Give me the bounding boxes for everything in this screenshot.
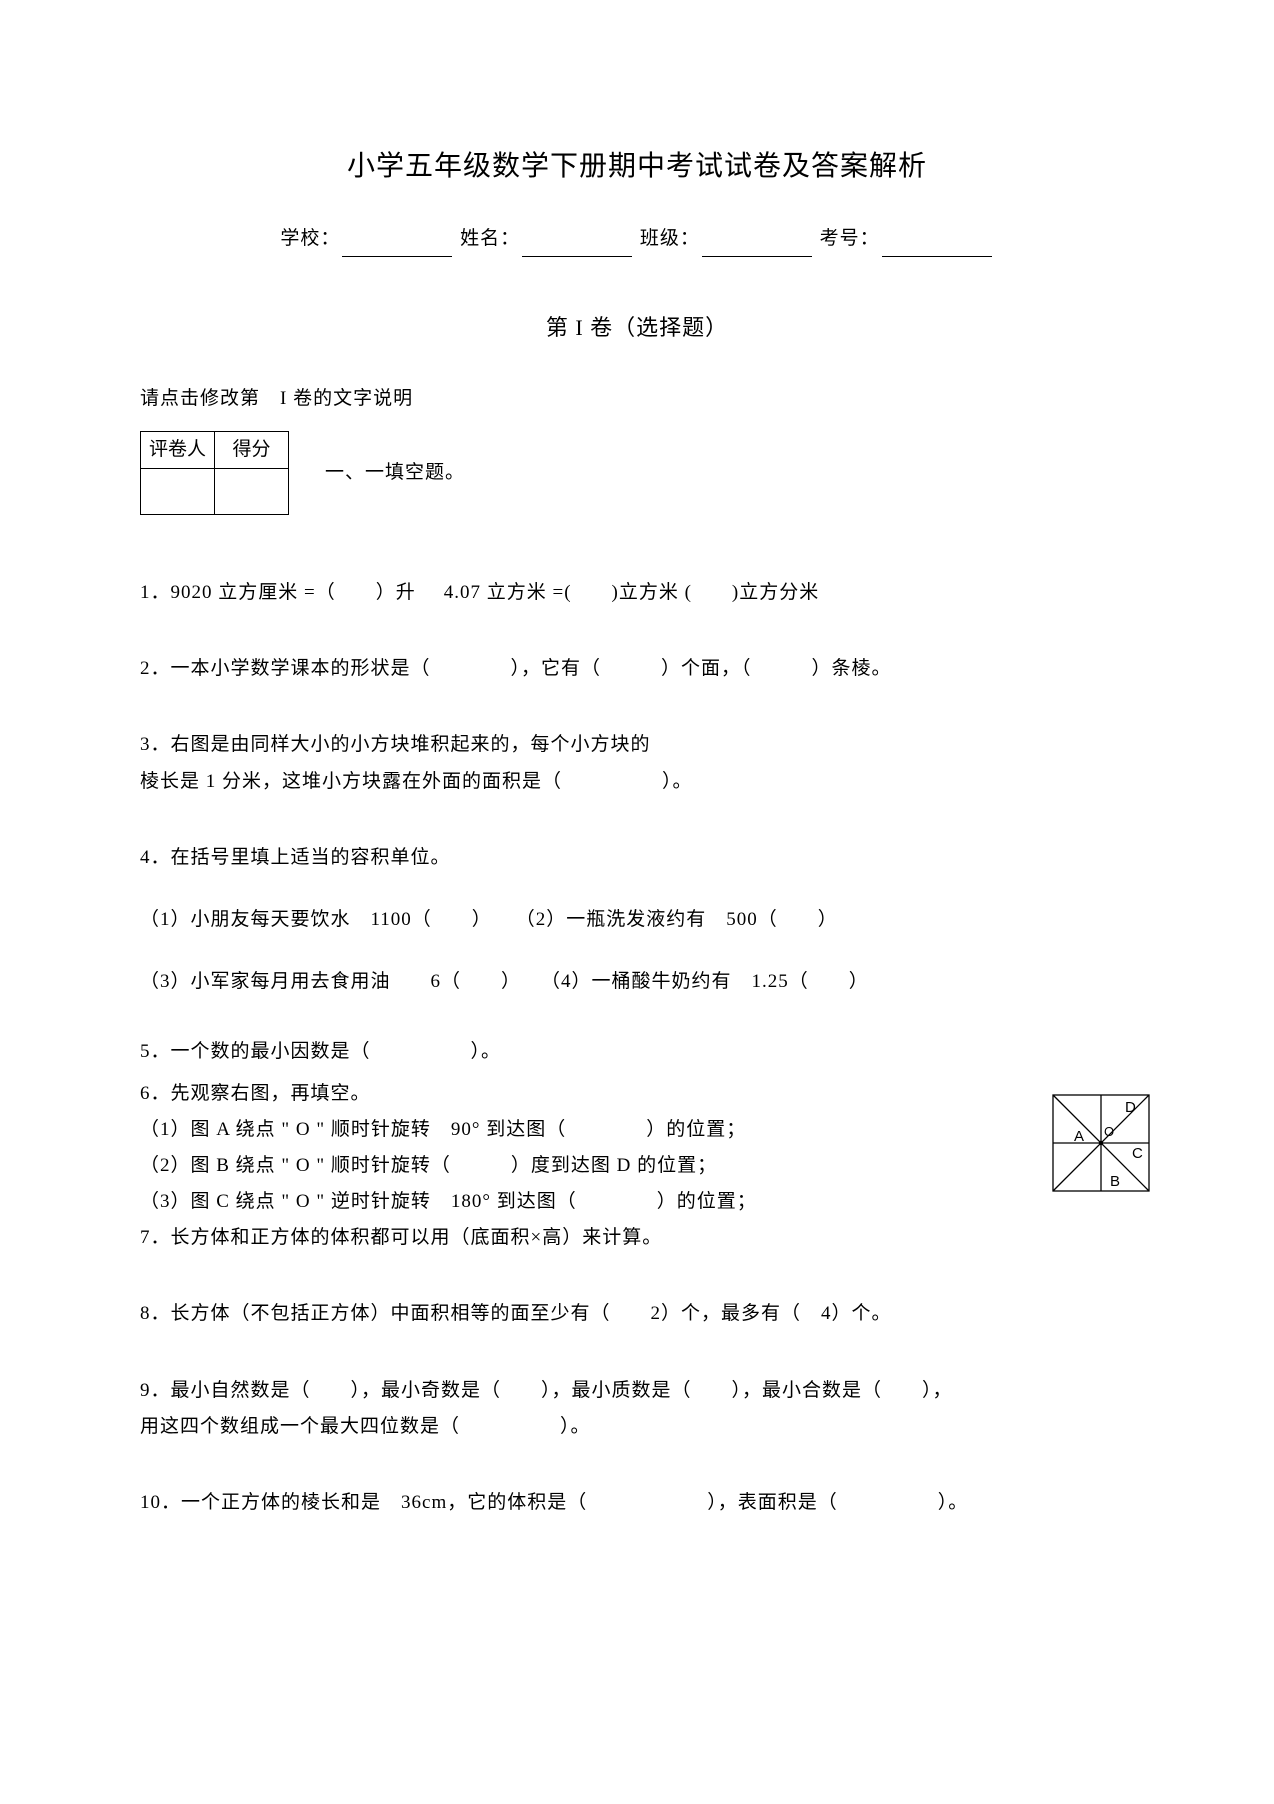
q2-text: 一本小学数学课本的形状是（ ），它有（ ）个面，（ ）条棱。 [171,658,892,679]
rotation-figure: A D C B O [1052,1094,1150,1205]
question-5: 5．一个数的最小因数是（ ）。 [140,1034,1134,1070]
q4-lead: 在括号里填上适当的容积单位。 [171,847,451,868]
q10-num: 10． [140,1492,181,1513]
examno-label: 考号： [820,228,880,249]
fig-label-O: O [1104,1124,1114,1139]
fig-label-A: A [1074,1128,1084,1145]
q4-1: （1）小朋友每天要饮水 1100（ ） [140,909,492,930]
q7-num: 7． [140,1227,171,1248]
fig-label-C: C [1132,1145,1143,1162]
question-2: 2．一本小学数学课本的形状是（ ），它有（ ）个面，（ ）条棱。 [140,651,1134,687]
edit-instruction: 请点击修改第 I 卷的文字说明 [140,381,1134,417]
q4-num: 4． [140,847,171,868]
score-header: 得分 [215,432,289,469]
q4-4: （4）一桶酸牛奶约有 1.25（ ） [541,971,869,992]
q4-2: （2）一瓶洗发液约有 500（ ） [516,909,838,930]
name-blank[interactable] [522,236,632,257]
q9-line1: 最小自然数是（ ），最小奇数是（ ），最小质数是（ ），最小合数是（ ）， [171,1380,953,1401]
q6-num: 6． [140,1083,171,1104]
q3-line1: 右图是由同样大小的小方块堆积起来的，每个小方块的 [171,734,651,755]
reviewer-cell[interactable] [141,469,215,515]
q9-line2: 用这四个数组成一个最大四位数是（ ）。 [140,1409,1134,1445]
school-blank[interactable] [342,236,452,257]
page-title: 小学五年级数学下册期中考试试卷及答案解析 [140,140,1134,193]
score-cell[interactable] [215,469,289,515]
q6-l2: （2）图 B 绕点 " O " 顺时针旋转（ ）度到达图 D 的位置； [140,1148,1134,1184]
examno-blank[interactable] [882,236,992,257]
fig-label-D: D [1125,1099,1136,1116]
class-blank[interactable] [702,236,812,257]
question-10: 10．一个正方体的棱长和是 36cm，它的体积是（ ），表面积是（ ）。 [140,1485,1134,1521]
q7-text: 长方体和正方体的体积都可以用（底面积×高）来计算。 [171,1227,663,1248]
question-3: 3．右图是由同样大小的小方块堆积起来的，每个小方块的 棱长是 1 分米，这堆小方… [140,727,1134,799]
q1-part2: 4.07 立方米 =( )立方米 ( )立方分米 [444,582,820,603]
q9-num: 9． [140,1380,171,1401]
q4-3: （3）小军家每月用去食用油 6（ ） [140,971,521,992]
q10-text: 一个正方体的棱长和是 36cm，它的体积是（ ），表面积是（ ）。 [181,1492,968,1513]
question-1: 1．9020 立方厘米 =（ ）升 4.07 立方米 =( )立方米 ( )立方分… [140,575,1134,611]
section-header: 第 I 卷（选择题） [140,307,1134,349]
q3-num: 3． [140,734,171,755]
q8-num: 8． [140,1303,171,1324]
student-info-row: 学校： 姓名： 班级： 考号： [140,221,1134,257]
q6-l1: （1）图 A 绕点 " O " 顺时针旋转 90° 到达图（ ）的位置； [140,1112,1134,1148]
q8-text: 长方体（不包括正方体）中面积相等的面至少有（ 2）个，最多有（ 4）个。 [171,1303,892,1324]
reviewer-header: 评卷人 [141,432,215,469]
school-label: 学校： [280,228,340,249]
q2-num: 2． [140,658,171,679]
scoring-row: 评卷人 得分 一、一填空题。 [140,431,1134,515]
q5-num: 5． [140,1041,171,1062]
question-4: 4．在括号里填上适当的容积单位。 （1）小朋友每天要饮水 1100（ ） （2）一… [140,840,1134,1000]
q6-l3: （3）图 C 绕点 " O " 逆时针旋转 180° 到达图（ ）的位置； [140,1184,1134,1220]
q1-part1: 9020 立方厘米 =（ ）升 [171,582,416,603]
class-label: 班级： [640,228,700,249]
q5-text: 一个数的最小因数是（ ）。 [171,1041,502,1062]
q6-lead: 先观察右图，再填空。 [171,1083,371,1104]
q1-num: 1． [140,582,171,603]
fig-label-B: B [1110,1173,1120,1190]
name-label: 姓名： [460,228,520,249]
q3-line2: 棱长是 1 分米，这堆小方块露在外面的面积是（ ）。 [140,764,1134,800]
question-8: 8．长方体（不包括正方体）中面积相等的面至少有（ 2）个，最多有（ 4）个。 [140,1296,1134,1332]
scoring-table: 评卷人 得分 [140,431,289,515]
question-6: 6．先观察右图，再填空。 （1）图 A 绕点 " O " 顺时针旋转 90° 到… [140,1076,1134,1256]
subsection-label: 一、一填空题。 [325,455,465,491]
question-9: 9．最小自然数是（ ），最小奇数是（ ），最小质数是（ ），最小合数是（ ）， … [140,1373,1134,1445]
